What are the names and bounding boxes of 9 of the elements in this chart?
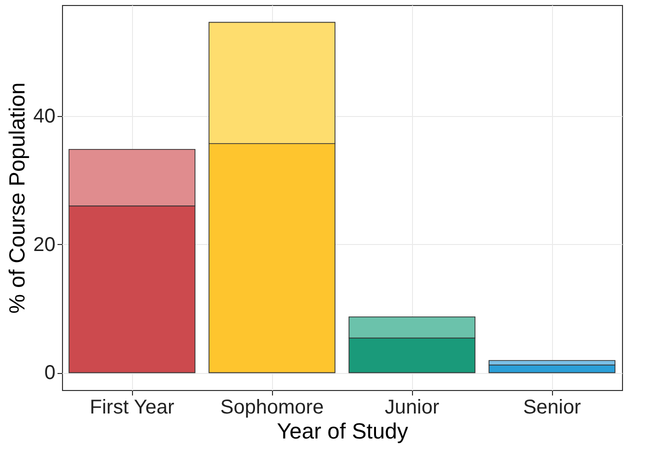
y-tick-label: 40 xyxy=(33,106,56,128)
y-axis-title: % of Course Population xyxy=(4,82,30,314)
x-tick-label: Sophomore xyxy=(220,396,324,418)
y-tick-label: 20 xyxy=(33,234,56,256)
x-axis-title: Year of Study xyxy=(276,418,408,444)
x-tick-label: Senior xyxy=(523,396,582,418)
x-tick-label: Junior xyxy=(384,396,440,418)
x-tick-label: First Year xyxy=(90,396,175,418)
y-tick-label: 0 xyxy=(44,362,56,384)
